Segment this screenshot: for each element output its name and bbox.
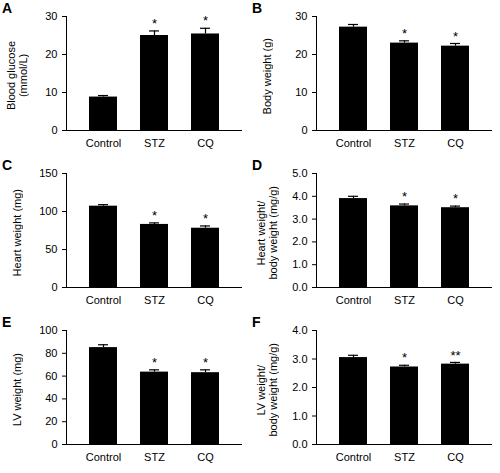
html-text:LV weight/ body weight (mg/g): LV weight/ body weight (mg/g) [255,343,279,437]
svg-text:Control: Control [336,137,371,149]
svg-text:STZ: STZ [144,451,165,463]
svg-text:CQ: CQ [197,451,214,463]
html-text:C: C [2,157,13,173]
svg-text:CQ: CQ [447,137,464,149]
svg-text:150: 150 [39,167,57,179]
svg-text:1.0: 1.0 [292,410,307,422]
svg-text:0.0: 0.0 [292,438,307,450]
svg-text:10: 10 [45,86,57,98]
svg-text:40: 40 [45,392,57,404]
svg-text:30: 30 [295,10,307,22]
svg-text:*: * [453,29,458,44]
svg-text:STZ: STZ [144,137,165,149]
svg-text:Control: Control [336,451,371,463]
svg-text:CQ: CQ [447,294,464,306]
svg-text:STZ: STZ [394,294,415,306]
svg-text:100: 100 [39,324,57,336]
svg-text:*: * [402,350,407,365]
svg-text:3.0: 3.0 [292,213,307,225]
html-text:Blood glucose (mmol/L): Blood glucose (mmol/L) [5,41,29,111]
svg-text:30: 30 [45,10,57,22]
svg-text:*: * [402,26,407,41]
svg-text:20: 20 [45,48,57,60]
svg-text:*: * [203,13,208,28]
svg-text:*: * [152,16,157,31]
html-text:F: F [252,314,261,330]
svg-text:2.0: 2.0 [292,381,307,393]
svg-text:2.0: 2.0 [292,235,307,247]
svg-text:20: 20 [295,48,307,60]
svg-text:60: 60 [45,370,57,382]
svg-text:0: 0 [51,438,57,450]
svg-text:**: ** [450,348,460,363]
svg-text:CQ: CQ [197,294,214,306]
svg-text:100: 100 [39,205,57,217]
svg-text:CQ: CQ [447,451,464,463]
svg-text:0: 0 [51,124,57,136]
svg-text:0: 0 [51,281,57,293]
html-text:Heart weight (mg): Heart weight (mg) [11,189,23,277]
svg-text:Control: Control [86,294,121,306]
svg-text:20: 20 [45,415,57,427]
svg-text:Control: Control [86,451,121,463]
svg-text:5.0: 5.0 [292,167,307,179]
html-text:A: A [2,0,13,16]
svg-text:*: * [402,189,407,204]
svg-text:0: 0 [301,124,307,136]
html-text:Body weight (g): Body weight (g) [261,37,273,115]
html-text:Heart weight/ body weight (mg/: Heart weight/ body weight (mg/g) [255,186,279,280]
svg-text:*: * [453,191,458,206]
svg-text:*: * [152,208,157,223]
svg-text:1.0: 1.0 [292,258,307,270]
svg-text:STZ: STZ [394,451,415,463]
svg-text:STZ: STZ [394,137,415,149]
svg-text:4.0: 4.0 [292,324,307,336]
svg-text:0.0: 0.0 [292,281,307,293]
html-text:B: B [252,0,263,16]
html-text:E: E [2,314,12,330]
svg-text:4.0: 4.0 [292,190,307,202]
svg-text:*: * [203,211,208,226]
svg-text:Control: Control [336,294,371,306]
html-text:D: D [252,157,263,173]
svg-text:STZ: STZ [144,294,165,306]
svg-text:Control: Control [86,137,121,149]
html-text:LV weight (mg): LV weight (mg) [11,353,23,427]
svg-text:*: * [203,355,208,370]
svg-text:80: 80 [45,347,57,359]
svg-text:50: 50 [45,243,57,255]
svg-text:3.0: 3.0 [292,353,307,365]
svg-text:*: * [152,355,157,370]
svg-text:CQ: CQ [197,137,214,149]
svg-text:10: 10 [295,86,307,98]
